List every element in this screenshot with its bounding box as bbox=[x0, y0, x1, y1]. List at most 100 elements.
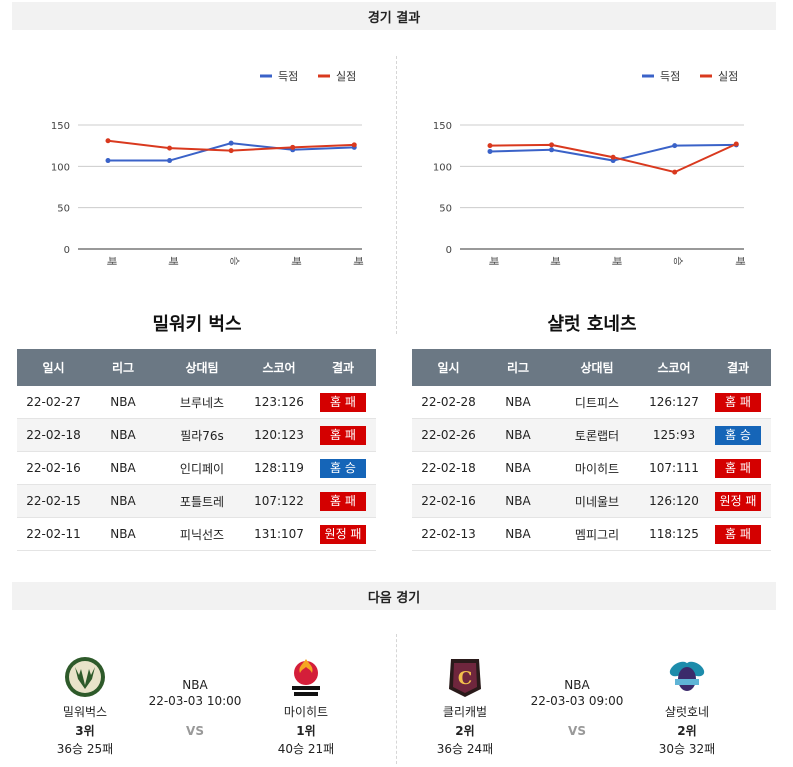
data-point-scored bbox=[105, 158, 111, 164]
cell-league: NBA bbox=[90, 386, 156, 419]
hornets-logo bbox=[665, 655, 709, 699]
result-badge: 홈 패 bbox=[715, 458, 761, 478]
team-name: 샬럿호네 bbox=[664, 705, 710, 719]
cell-result: 원정 패 bbox=[705, 484, 771, 518]
cell-score: 107:122 bbox=[248, 484, 310, 518]
next-game-2-away[interactable]: 샬럿호네 2위 30승 32패 bbox=[647, 655, 727, 757]
legend-label-conceded: 실점 bbox=[718, 70, 738, 83]
team-rank: 2위 bbox=[677, 724, 697, 738]
col-header-league: 리그 bbox=[485, 349, 551, 386]
table-row: 22-02-11 NBA 피닉선즈 131:107 원정 패 bbox=[17, 517, 376, 551]
cell-opponent: 인디페이 bbox=[156, 451, 248, 485]
cell-result: 홈 패 bbox=[310, 418, 376, 452]
col-header-result: 결과 bbox=[310, 349, 376, 386]
table-header-row: 일시 리그 상대팀 스코어 결과 bbox=[17, 349, 376, 386]
game-datetime: 22-03-03 09:00 bbox=[530, 694, 624, 708]
next-game-1-home[interactable]: 밀워벅스 3위 36승 25패 bbox=[45, 655, 125, 757]
cell-date: 22-02-26 bbox=[412, 418, 485, 452]
cell-score: 120:123 bbox=[248, 418, 310, 452]
results-table-team-2: 일시 리그 상대팀 스코어 결과 22-02-28 NBA 디트피스 126:127 홈… bbox=[412, 349, 771, 551]
result-badge: 홈 패 bbox=[320, 425, 366, 445]
cell-league: NBA bbox=[90, 484, 156, 518]
cell-opponent: 피닉선즈 bbox=[156, 517, 248, 551]
data-point-conceded bbox=[549, 142, 555, 148]
cell-result: 홈 패 bbox=[705, 386, 771, 419]
next-game-2-home[interactable]: C 클리캐벌 2위 36승 24패 bbox=[425, 655, 505, 757]
table-header-row: 일시 리그 상대팀 스코어 결과 bbox=[412, 349, 771, 386]
cell-opponent: 필라76s bbox=[156, 418, 248, 452]
table-row: 22-02-16 NBA 인디페이 128:119 홈 승 bbox=[17, 451, 376, 485]
chart-team-2: 0 50 100 150 패 패 패 승 패 득점 실점 bbox=[410, 40, 770, 280]
team-name: 클리캐벌 bbox=[442, 705, 488, 719]
y-tick-label: 50 bbox=[439, 204, 452, 215]
next-game-1-info: NBA 22-03-03 10:00 bbox=[135, 678, 255, 708]
y-tick-label: 150 bbox=[433, 121, 452, 132]
cell-league: NBA bbox=[90, 451, 156, 485]
data-point-scored bbox=[487, 148, 493, 154]
results-table-team-1: 일시 리그 상대팀 스코어 결과 22-02-27 NBA 브루네츠 123:126 홈… bbox=[17, 349, 376, 551]
cell-score: 131:107 bbox=[248, 517, 310, 551]
cell-date: 22-02-18 bbox=[17, 418, 90, 452]
x-tick-label: 패 bbox=[351, 256, 363, 265]
data-point-conceded bbox=[290, 144, 296, 150]
result-badge: 홈 패 bbox=[715, 392, 761, 412]
cell-date: 22-02-16 bbox=[412, 484, 485, 518]
result-badge: 원정 패 bbox=[715, 491, 761, 511]
next-game-1-away[interactable]: 마이히트 1위 40승 21패 bbox=[266, 655, 346, 757]
cell-score: 125:93 bbox=[643, 418, 705, 452]
col-header-league: 리그 bbox=[90, 349, 156, 386]
cell-date: 22-02-16 bbox=[17, 451, 90, 485]
team-record: 36승 25패 bbox=[56, 742, 114, 756]
cell-league: NBA bbox=[90, 517, 156, 551]
vs-label: VS bbox=[568, 724, 586, 738]
team-rank: 3위 bbox=[75, 724, 95, 738]
cell-league: NBA bbox=[90, 418, 156, 452]
team-title-1: 밀워키 벅스 bbox=[152, 314, 242, 335]
cavaliers-logo: C bbox=[443, 655, 487, 699]
cell-result: 홈 패 bbox=[310, 386, 376, 419]
heat-logo bbox=[284, 655, 328, 699]
cell-date: 22-02-13 bbox=[412, 517, 485, 551]
next-section-title: 다음 경기 bbox=[367, 590, 421, 606]
cell-date: 22-02-11 bbox=[17, 517, 90, 551]
team-record: 30승 32패 bbox=[658, 742, 716, 756]
table-row: 22-02-28 NBA 디트피스 126:127 홈 패 bbox=[412, 386, 771, 419]
data-point-scored bbox=[228, 140, 234, 146]
team-rank: 1위 bbox=[296, 724, 316, 738]
cell-result: 홈 승 bbox=[310, 451, 376, 485]
cell-opponent: 토론랩터 bbox=[551, 418, 643, 452]
cell-result: 원정 패 bbox=[310, 517, 376, 551]
result-badge: 홈 패 bbox=[320, 491, 366, 511]
result-badge: 홈 패 bbox=[320, 392, 366, 412]
x-tick-label: 패 bbox=[167, 256, 179, 265]
cell-date: 22-02-18 bbox=[412, 451, 485, 485]
column-divider bbox=[396, 56, 397, 334]
result-badge: 홈 승 bbox=[715, 425, 761, 445]
cell-opponent: 멤피그리 bbox=[551, 517, 643, 551]
cell-date: 22-02-15 bbox=[17, 484, 90, 518]
cell-score: 107:111 bbox=[643, 451, 705, 485]
game-league: NBA bbox=[182, 678, 208, 692]
cell-score: 126:127 bbox=[643, 386, 705, 419]
legend-label-scored: 득점 bbox=[660, 70, 680, 83]
team-name: 밀워벅스 bbox=[62, 705, 108, 719]
results-section-header: 경기 결과 bbox=[12, 2, 776, 30]
cell-league: NBA bbox=[485, 451, 551, 485]
game-datetime: 22-03-03 10:00 bbox=[148, 694, 242, 708]
data-point-conceded bbox=[672, 169, 678, 175]
cell-league: NBA bbox=[485, 517, 551, 551]
next-section-header: 다음 경기 bbox=[12, 582, 776, 610]
x-tick-label: 승 bbox=[672, 256, 684, 265]
result-badge: 홈 패 bbox=[715, 524, 761, 544]
data-point-conceded bbox=[610, 154, 616, 160]
cell-league: NBA bbox=[485, 484, 551, 518]
cell-result: 홈 패 bbox=[705, 451, 771, 485]
y-tick-label: 100 bbox=[433, 162, 452, 173]
cell-result: 홈 승 bbox=[705, 418, 771, 452]
cell-opponent: 포틀트레 bbox=[156, 484, 248, 518]
x-tick-label: 패 bbox=[549, 256, 561, 265]
col-header-score: 스코어 bbox=[248, 349, 310, 386]
x-tick-label: 패 bbox=[105, 256, 117, 265]
cell-score: 118:125 bbox=[643, 517, 705, 551]
data-point-conceded bbox=[733, 141, 739, 147]
